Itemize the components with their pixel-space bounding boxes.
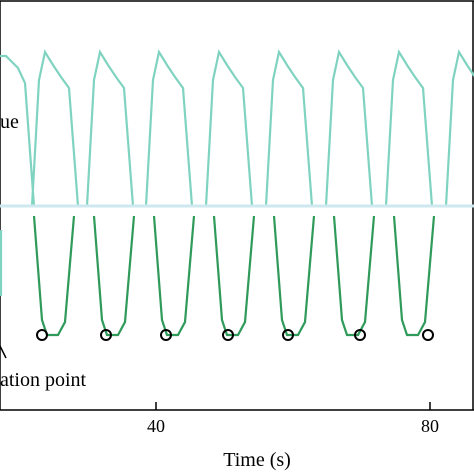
series-upper-line xyxy=(0,49,474,208)
annotation-pointer xyxy=(0,345,7,359)
annotation-label: ue xyxy=(0,111,19,133)
series-layer xyxy=(0,49,474,337)
x-tick-label: 80 xyxy=(421,416,439,436)
inflection-marker xyxy=(36,329,48,341)
x-axis-label: Time (s) xyxy=(223,449,291,471)
series-lower-line xyxy=(32,215,436,337)
annotation-label: ation point xyxy=(0,369,87,391)
marker-layer xyxy=(36,329,434,341)
inflection-marker xyxy=(422,329,434,341)
annotation-layer: ue ation point xyxy=(0,111,87,391)
inflection-marker xyxy=(282,329,294,341)
inflection-marker xyxy=(354,329,366,341)
plot-area: 40 80 ue ation point xyxy=(0,0,474,436)
x-tick-label: 40 xyxy=(147,416,165,436)
inflection-marker xyxy=(160,329,172,341)
tick-layer: 40 80 xyxy=(147,402,439,436)
inflection-marker xyxy=(100,329,112,341)
inflection-marker xyxy=(222,329,234,341)
